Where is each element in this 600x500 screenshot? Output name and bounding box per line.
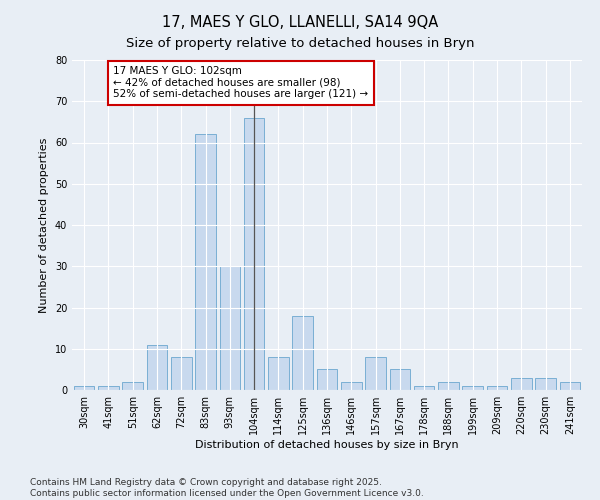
Bar <box>146 344 167 390</box>
Bar <box>292 316 313 390</box>
Bar <box>195 134 216 390</box>
Bar <box>268 357 289 390</box>
Bar <box>487 386 508 390</box>
Bar <box>511 378 532 390</box>
Bar <box>122 382 143 390</box>
Bar <box>171 357 191 390</box>
Bar <box>341 382 362 390</box>
Text: 17, MAES Y GLO, LLANELLI, SA14 9QA: 17, MAES Y GLO, LLANELLI, SA14 9QA <box>162 15 438 30</box>
Text: 17 MAES Y GLO: 102sqm
← 42% of detached houses are smaller (98)
52% of semi-deta: 17 MAES Y GLO: 102sqm ← 42% of detached … <box>113 66 368 100</box>
Text: Size of property relative to detached houses in Bryn: Size of property relative to detached ho… <box>126 38 474 51</box>
X-axis label: Distribution of detached houses by size in Bryn: Distribution of detached houses by size … <box>195 440 459 450</box>
Bar <box>389 370 410 390</box>
Bar <box>244 118 265 390</box>
Bar <box>414 386 434 390</box>
Bar <box>74 386 94 390</box>
Bar <box>560 382 580 390</box>
Bar <box>98 386 119 390</box>
Bar <box>438 382 459 390</box>
Bar <box>535 378 556 390</box>
Bar <box>365 357 386 390</box>
Bar <box>463 386 483 390</box>
Bar <box>317 370 337 390</box>
Y-axis label: Number of detached properties: Number of detached properties <box>39 138 49 312</box>
Text: Contains HM Land Registry data © Crown copyright and database right 2025.
Contai: Contains HM Land Registry data © Crown c… <box>30 478 424 498</box>
Bar <box>220 266 240 390</box>
